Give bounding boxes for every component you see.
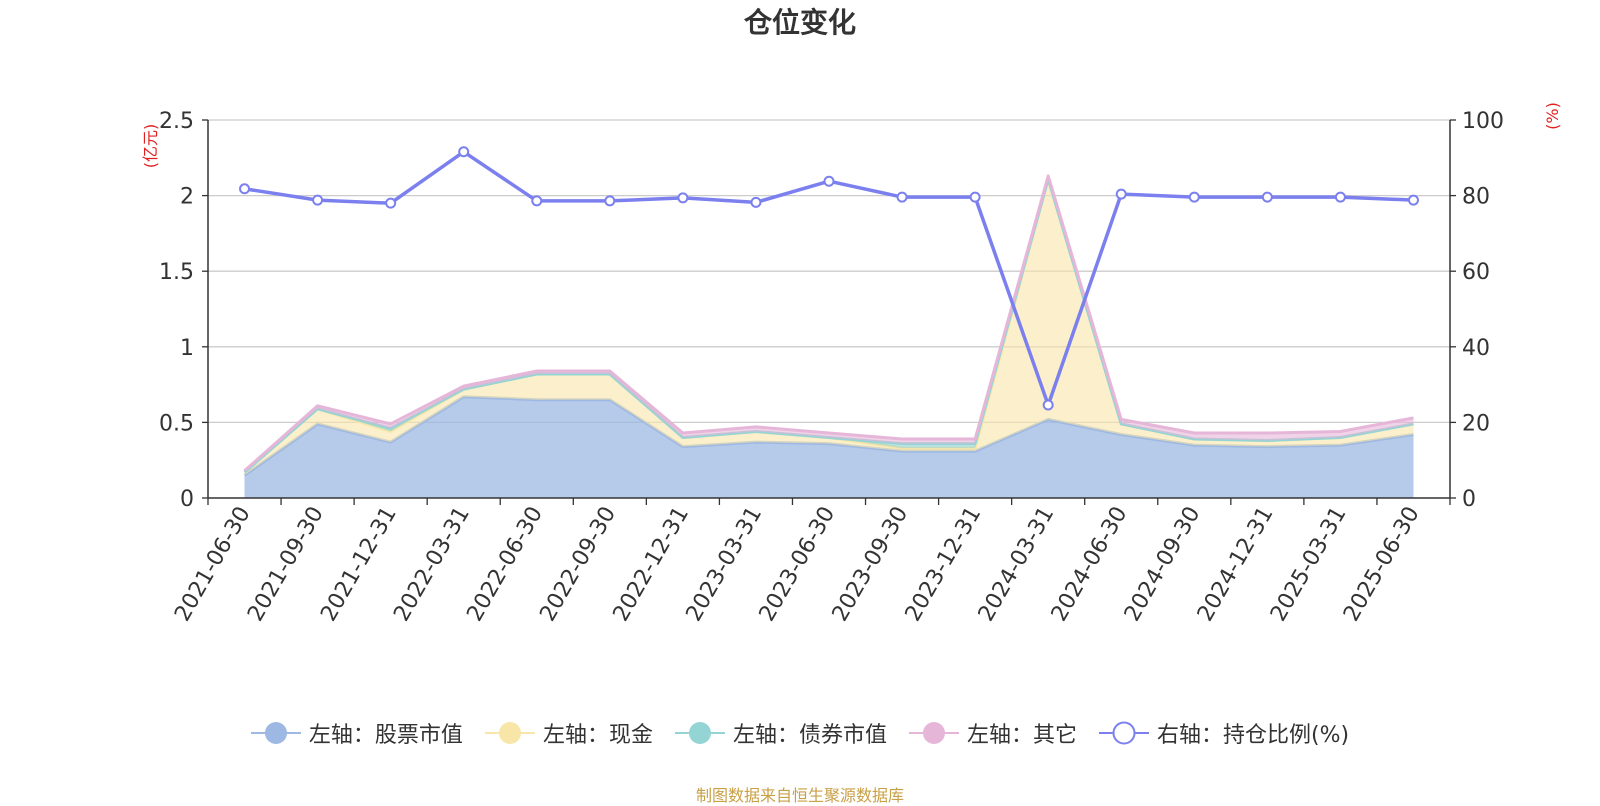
ratio-point	[239, 183, 251, 195]
right-tick-label: 60	[1462, 260, 1490, 285]
left-tick-label: 0.5	[159, 411, 194, 436]
legend-ratio-label: 右轴：持仓比例(%)	[1156, 723, 1350, 748]
legend-item-stock[interactable]: 左轴：股票市值	[250, 717, 463, 749]
ratio-point	[750, 196, 762, 208]
left-axis-unit: (亿元)	[141, 124, 160, 169]
holding-ratio-line	[239, 146, 1419, 411]
right-tick-label: 80	[1462, 185, 1490, 210]
ratio-point	[823, 175, 835, 187]
left-tick-label: 1	[180, 336, 194, 361]
x-tick-label: 2023-06-30	[755, 503, 841, 626]
ratio-point	[1334, 191, 1346, 203]
ratio-point	[896, 191, 908, 203]
area-series-1	[244, 179, 1414, 476]
ratio-point	[677, 192, 689, 204]
x-tick-label: 2021-09-30	[243, 503, 329, 626]
x-tick-label: 2023-09-30	[828, 503, 914, 626]
legend-stock-icon	[250, 722, 301, 744]
x-tick-label: 2024-03-31	[974, 503, 1060, 626]
ratio-point	[385, 197, 397, 209]
chart-title: 仓位变化	[744, 6, 856, 39]
legend-bond-icon	[674, 722, 725, 744]
ratio-point	[969, 191, 981, 203]
ratio-point	[1115, 188, 1127, 200]
x-tick-label: 2024-12-31	[1193, 503, 1279, 626]
right-tick-label: 100	[1462, 109, 1504, 134]
x-tick-label: 2023-12-31	[901, 503, 987, 626]
ratio-point	[1188, 191, 1200, 203]
left-tick-label: 1.5	[159, 260, 194, 285]
axes	[202, 119, 1456, 505]
ratio-point	[1261, 191, 1273, 203]
legend-item-cash[interactable]: 左轴：现金	[484, 717, 653, 749]
ratio-point	[312, 194, 324, 206]
area-series-0	[244, 396, 1414, 498]
x-tick-label: 2024-06-30	[1047, 503, 1133, 626]
left-tick-label: 2.5	[159, 109, 194, 134]
grid-lines	[208, 119, 1450, 424]
ratio-line-path	[244, 150, 1414, 407]
x-tick-label: 2024-09-30	[1120, 503, 1206, 626]
stacked-areas	[243, 174, 1414, 498]
right-axis-unit: (%)	[1543, 102, 1562, 130]
area-series-line-3	[243, 174, 1414, 472]
legend-other-icon	[908, 722, 959, 744]
right-tick-label: 20	[1462, 411, 1490, 436]
tick-labels: 0 0.5 1 1.5 2 2.5 0 20 40 60 80 100 2021-06-302021-0…	[159, 109, 1504, 626]
x-tick-label: 2021-06-30	[170, 503, 256, 626]
legend-bond-label: 左轴：债券市值	[732, 723, 887, 748]
x-tick-label: 2022-06-30	[462, 503, 548, 626]
x-tick-label: 2021-12-31	[316, 503, 402, 626]
x-tick-label: 2022-03-31	[389, 503, 475, 626]
legend: 左轴：股票市值 左轴：现金 左轴：债券市值 左轴：其它 右轴：持仓比例(%)	[0, 718, 1600, 748]
legend-other-label: 左轴：其它	[966, 723, 1077, 748]
left-tick-label: 2	[180, 185, 194, 210]
right-tick-label: 0	[1462, 487, 1476, 512]
legend-item-ratio[interactable]: 右轴：持仓比例(%)	[1098, 717, 1350, 749]
legend-stock-label: 左轴：股票市值	[308, 723, 463, 748]
x-tick-label: 2025-06-30	[1339, 503, 1425, 626]
legend-item-other[interactable]: 左轴：其它	[908, 717, 1077, 749]
legend-cash-icon	[484, 722, 535, 744]
ratio-point	[1042, 399, 1054, 411]
legend-ratio-icon	[1098, 721, 1149, 745]
left-tick-label: 0	[180, 487, 194, 512]
legend-item-bond[interactable]: 左轴：债券市值	[674, 717, 887, 749]
x-tick-label: 2022-09-30	[535, 503, 621, 626]
legend-cash-label: 左轴：现金	[542, 723, 653, 748]
right-tick-label: 40	[1462, 336, 1490, 361]
ratio-point	[531, 195, 543, 207]
x-tick-label: 2022-12-31	[608, 503, 694, 626]
ratio-point	[604, 195, 616, 207]
source-note: 制图数据来自恒生聚源数据库	[695, 786, 904, 805]
x-tick-label: 2025-03-31	[1266, 503, 1352, 626]
x-tick-label: 2023-03-31	[682, 503, 768, 626]
ratio-point	[458, 146, 470, 158]
ratio-point	[1407, 194, 1419, 206]
